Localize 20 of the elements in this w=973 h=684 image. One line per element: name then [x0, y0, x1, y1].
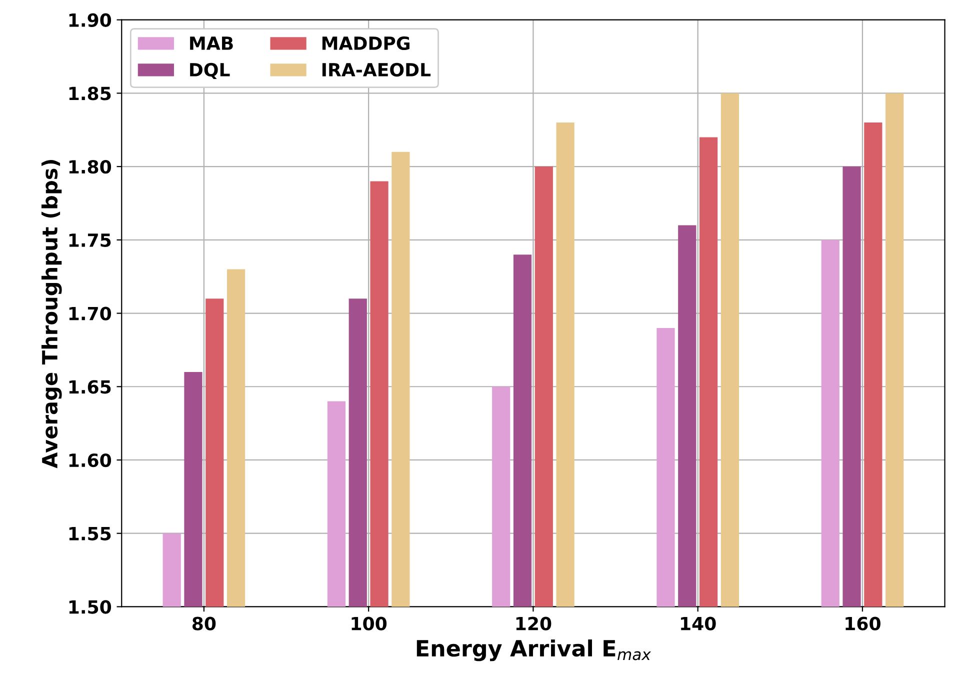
x-tick-label: 160 [846, 616, 880, 630]
x-tick-label: 100 [352, 616, 387, 630]
legend-label: MADDPG [322, 36, 410, 50]
y-tick-label: 1.80 [69, 160, 112, 174]
legend-label: DQL [190, 62, 230, 79]
x-axis-title: Energy Arrival E$_{max}$ [416, 639, 652, 662]
x-tick-label: 140 [681, 616, 716, 630]
legend-label: IRA-AEODL [322, 62, 431, 77]
y-tick-label: 1.55 [69, 527, 111, 540]
y-tick-label: 1.75 [69, 234, 111, 248]
y-tick-label: 1.85 [69, 86, 111, 100]
y-tick-label: 1.65 [69, 380, 111, 394]
x-tick-label: 80 [192, 616, 216, 630]
x-tick-label: 120 [516, 616, 552, 630]
legend-label: MAB [190, 36, 233, 50]
y-tick-label: 1.70 [69, 306, 112, 320]
y-tick-label: 1.90 [69, 13, 112, 27]
y-tick-label: 1.50 [69, 600, 112, 614]
y-tick-label: 1.60 [69, 453, 112, 468]
y-axis-title: Average Throughput (bps) [41, 160, 62, 468]
